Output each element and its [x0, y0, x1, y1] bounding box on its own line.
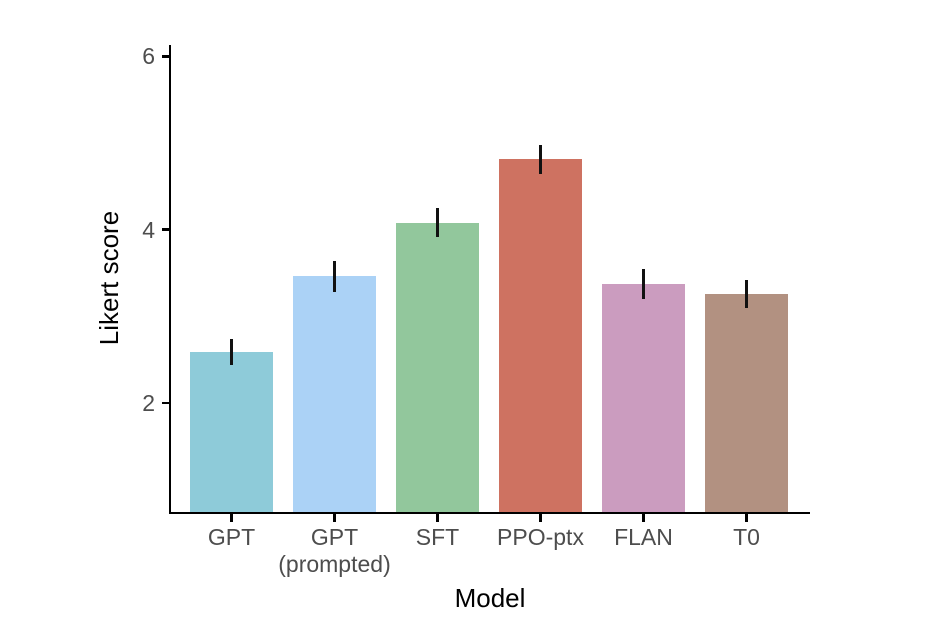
- error-bar-gpt-prompted: [333, 260, 336, 292]
- x-tick-label-line: PPO-ptx: [497, 524, 584, 550]
- bar-t0: [705, 293, 788, 512]
- error-bar-t0: [745, 279, 748, 308]
- x-tick-mark: [745, 514, 748, 522]
- y-tick-mark: [162, 401, 170, 405]
- y-tick-label: 4: [142, 216, 155, 243]
- error-bar-flan: [642, 269, 645, 299]
- x-tick-mark: [539, 514, 542, 522]
- x-tick-label-line: SFT: [415, 524, 460, 550]
- x-tick-mark: [230, 514, 233, 522]
- x-axis-line: [168, 511, 810, 514]
- y-tick-label: 6: [142, 43, 155, 70]
- y-axis-title: Likert score: [94, 210, 124, 346]
- x-tick-label-line: T0: [733, 524, 760, 550]
- bar-flan: [602, 284, 685, 512]
- y-tick-mark: [162, 55, 170, 58]
- error-bar-gpt: [230, 338, 233, 365]
- bar-gpt: [190, 351, 273, 512]
- x-tick-label-ppo-ptx: PPO-ptx: [456, 524, 626, 551]
- x-tick-label-line: (prompted): [278, 551, 391, 577]
- x-tick-label-t0: T0: [662, 524, 832, 551]
- x-axis-title: Model: [454, 583, 526, 613]
- x-tick-label-gpt-prompted: GPT (prompted): [250, 524, 420, 578]
- bar-gpt-prompted: [293, 276, 376, 512]
- y-tick-label: 2: [142, 389, 155, 416]
- x-tick-mark: [642, 514, 645, 522]
- x-tick-mark: [333, 514, 336, 522]
- bar-ppo-ptx: [499, 159, 582, 512]
- x-tick-label-gpt: GPT: [147, 524, 317, 551]
- error-bar-sft: [436, 207, 439, 238]
- x-tick-label-sft: SFT: [353, 524, 523, 551]
- x-tick-label-line: GPT: [310, 524, 359, 550]
- x-tick-label-line: GPT: [207, 524, 256, 550]
- bar-sft: [396, 222, 479, 512]
- x-tick-label-line: FLAN: [614, 524, 673, 550]
- y-tick-mark: [162, 228, 170, 231]
- x-tick-mark: [436, 514, 439, 522]
- x-tick-label-flan: FLAN: [559, 524, 729, 551]
- y-axis-line: [168, 45, 171, 514]
- error-bar-ppo-ptx: [539, 144, 542, 175]
